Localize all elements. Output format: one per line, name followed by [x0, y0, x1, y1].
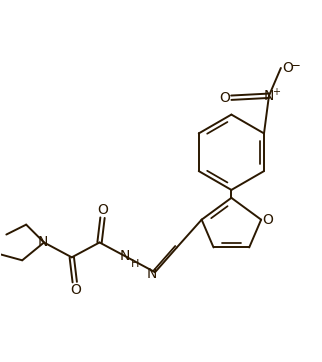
Text: O: O	[282, 61, 293, 75]
Text: N: N	[120, 249, 130, 263]
Text: N: N	[264, 89, 274, 103]
Text: H: H	[131, 259, 139, 269]
Text: −: −	[291, 59, 301, 72]
Text: +: +	[272, 87, 280, 97]
Text: N: N	[147, 267, 157, 281]
Text: O: O	[97, 203, 108, 217]
Text: O: O	[219, 91, 230, 105]
Text: N: N	[38, 235, 48, 249]
Text: O: O	[263, 212, 273, 227]
Text: O: O	[70, 283, 81, 297]
